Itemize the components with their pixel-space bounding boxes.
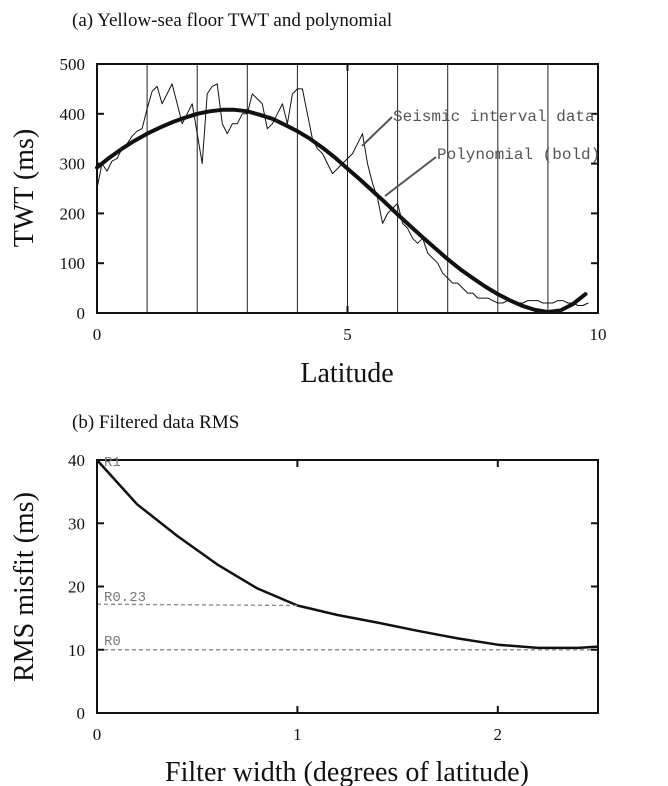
annotation-b-r0: R0 <box>104 634 121 650</box>
chart-b-xtick-label: 0 <box>93 725 102 744</box>
chart-b-ylabel: RMS misfit (ms) <box>9 492 40 682</box>
chart-b-title: (b) Filtered data RMS <box>72 412 239 433</box>
chart-b-rms-curve <box>96 459 599 650</box>
chart-a-xlabel: Latitude <box>300 358 393 389</box>
chart-b-ytick-label: 0 <box>77 704 86 723</box>
annotation-a0-leader <box>361 116 393 147</box>
chart-a-ytick-label: 400 <box>60 105 86 124</box>
chart-a-title: (a) Yellow-sea floor TWT and polynomial <box>72 10 392 31</box>
annotation-b-r1: R1 <box>104 455 121 471</box>
chart-a-ytick-label: 500 <box>60 55 86 74</box>
chart-a-ytick-label: 300 <box>60 155 86 174</box>
chart-b-plot-frame <box>96 459 599 714</box>
chart-b-r023-line <box>96 603 298 607</box>
chart-a-xtick-label: 10 <box>590 325 607 344</box>
chart-b-ytick-label: 30 <box>68 514 85 533</box>
chart-a-xtick-label: 0 <box>93 325 102 344</box>
chart-a: (a) Yellow-sea floor TWT and polynomial … <box>9 10 607 389</box>
chart-a-ytick-label: 200 <box>60 204 86 223</box>
chart-a-ytick-label: 100 <box>60 254 86 273</box>
annotation-a0: Seismic interval data <box>393 108 595 126</box>
chart-b-xtick-label: 2 <box>494 725 503 744</box>
chart-a-annotations: Seismic interval data Polynomial (bold) <box>361 108 600 197</box>
annotation-a1: Polynomial (bold) <box>437 146 600 164</box>
chart-b-xlabel: Filter width (degrees of latitude) <box>165 757 529 786</box>
chart-b-ytick-label: 40 <box>68 451 85 470</box>
chart-b-series <box>96 459 599 651</box>
chart-a-ylabel: TWT (ms) <box>9 129 40 247</box>
chart-b-ytick-label: 10 <box>68 641 85 660</box>
chart-a-polynomial-line <box>95 107 588 314</box>
chart-a-series <box>95 83 589 314</box>
chart-b-ytick-label: 20 <box>68 578 85 597</box>
chart-b-xtick-label: 1 <box>293 725 302 744</box>
chart-a-vertical-gridlines <box>146 64 549 313</box>
chart-a-ytick-label: 0 <box>77 304 86 323</box>
chart-a-xtick-label: 5 <box>343 325 352 344</box>
chart-b-annotations: R1 R0.23 R0 <box>104 455 146 650</box>
annotation-a1-leader <box>384 156 437 197</box>
annotation-b-r023: R0.23 <box>104 590 146 606</box>
